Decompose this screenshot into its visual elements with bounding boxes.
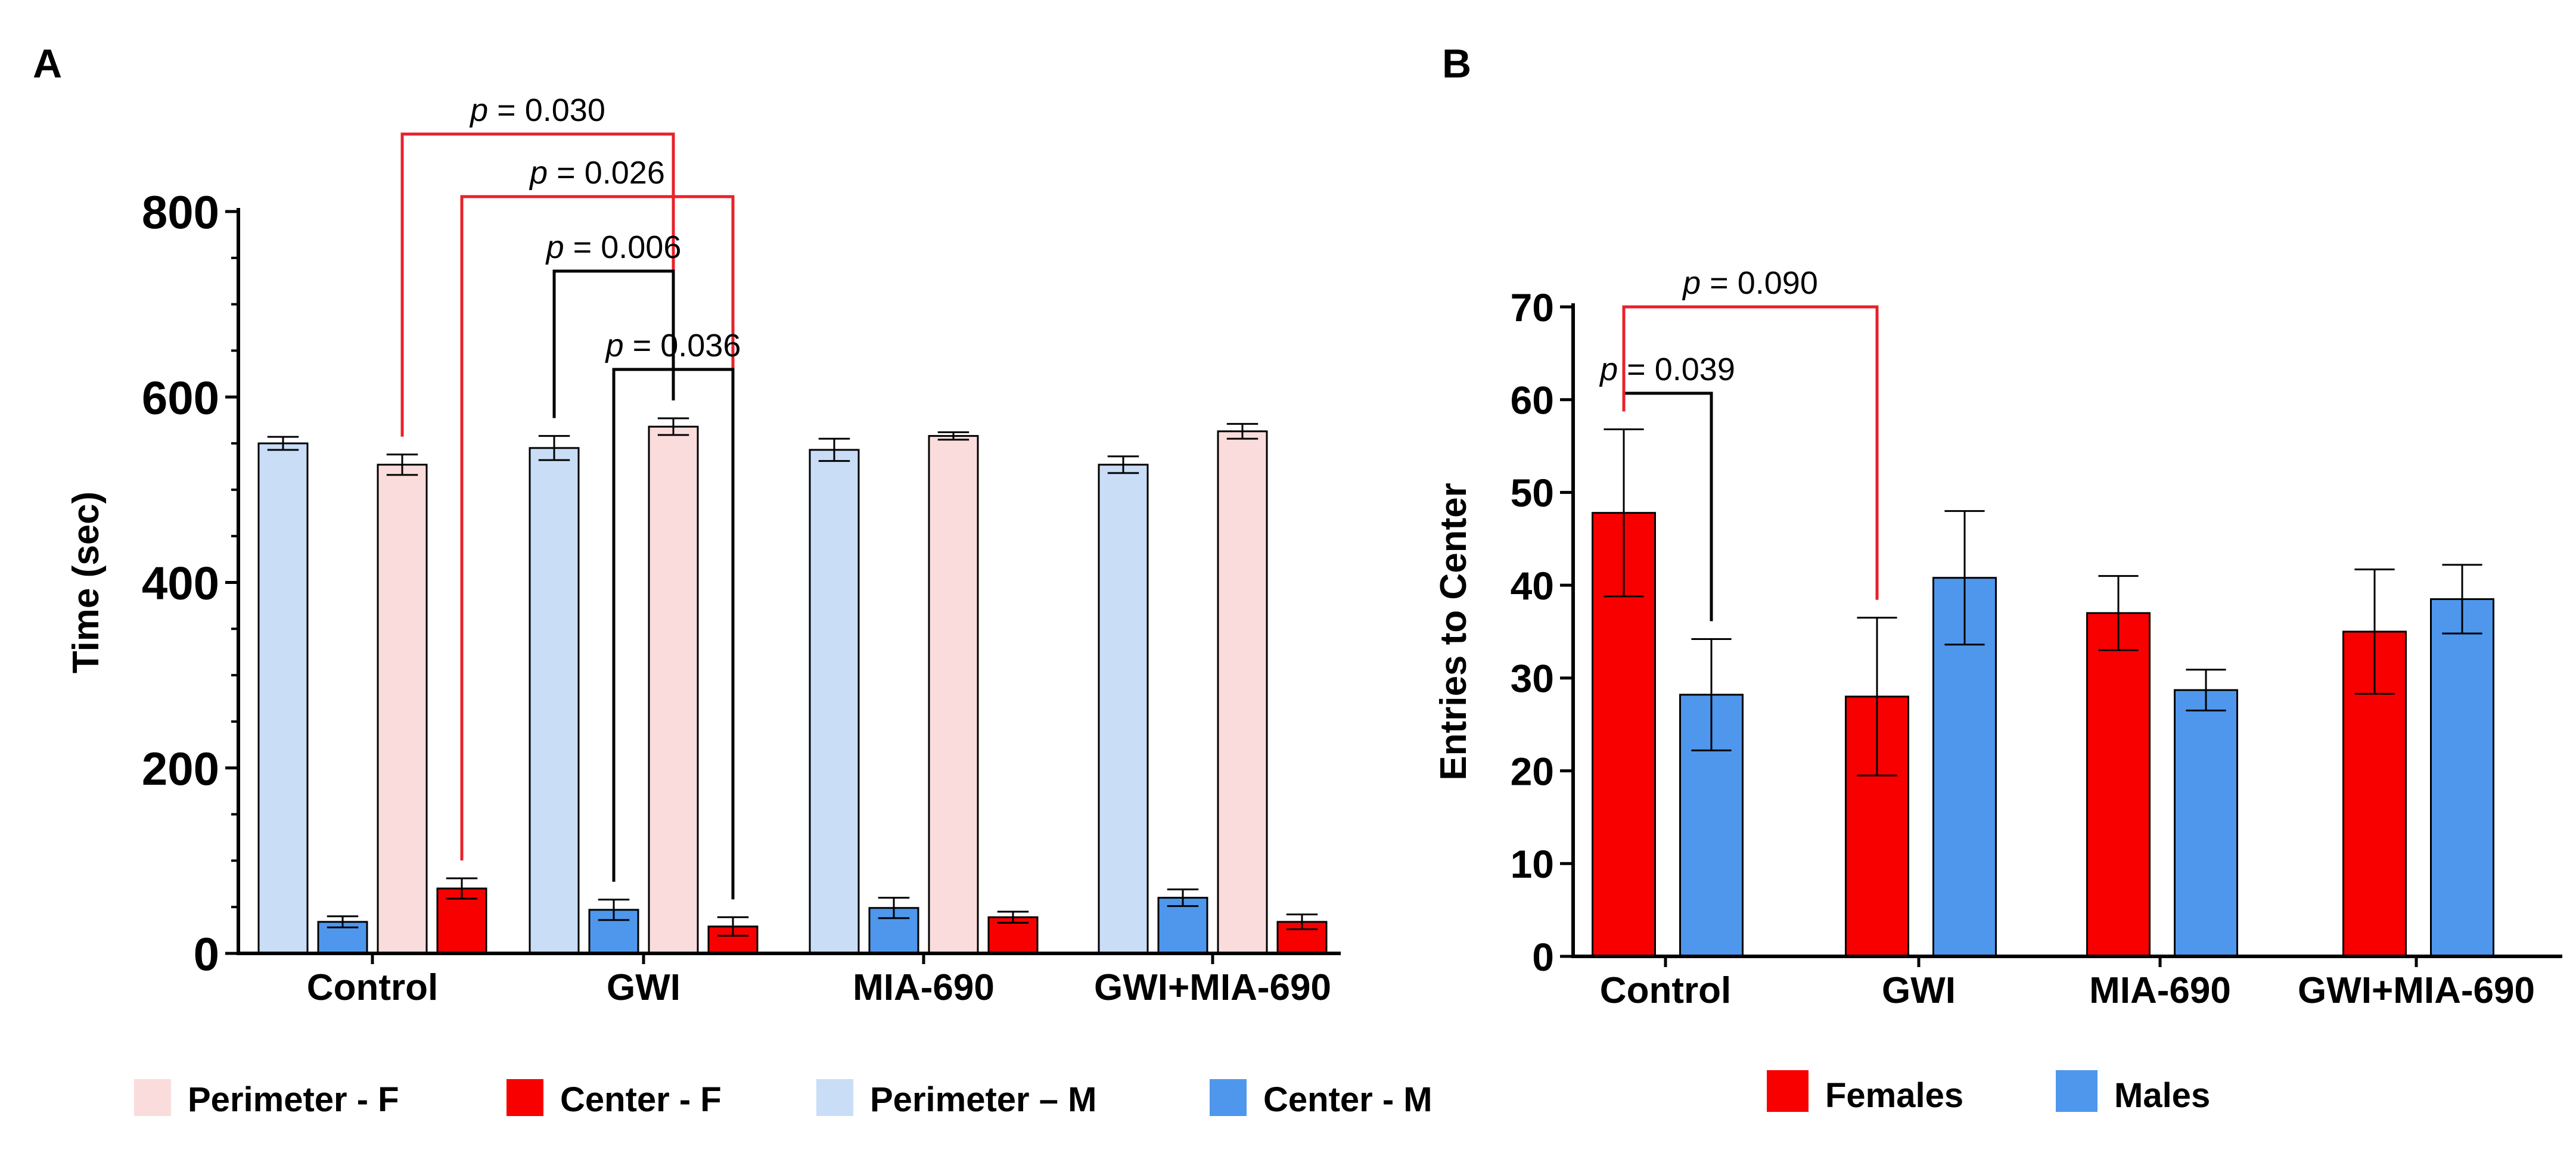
panel-a-y-tick-label: 800 — [142, 186, 219, 238]
panel-b-bar — [2174, 689, 2238, 958]
panel-a-y-tick-label: 0 — [194, 928, 219, 980]
panel-a-significance-bracket — [400, 132, 675, 437]
panel-b-legend-swatch — [1767, 1070, 1809, 1112]
panel-b-y-tick-label: 20 — [1511, 749, 1554, 793]
panel-b-y-tick-label: 30 — [1511, 657, 1554, 701]
panel-a-bar — [928, 435, 979, 955]
panel-a-y-tick-label: 600 — [142, 371, 219, 424]
panel-a-legend-label: Perimeter - F — [188, 1080, 399, 1119]
panel-a-legend-swatch — [816, 1079, 853, 1116]
panel-a-bar — [1217, 430, 1268, 955]
panel-b-significance-bracket — [1622, 305, 1879, 600]
chart-panel-a: Control GWI MIA-690 GWI+MIA-690 0 200 400 600 80… — [66, 92, 1433, 1119]
panel-b-p-value-label: p = 0.039 — [1599, 352, 1735, 387]
panel-a-bar — [377, 464, 428, 955]
panel-a-legend-swatch — [134, 1079, 171, 1116]
panel-a-y-tick-label: 200 — [142, 742, 219, 795]
panel-a-x-tick-label: Control — [307, 967, 438, 1008]
panel-b-p-value-label: p = 0.090 — [1682, 265, 1818, 301]
panel-a-significance-bracket — [552, 269, 675, 418]
panel-b-y-axis-label: Entries to Center — [1433, 483, 1474, 781]
panel-a-p-value-label: p = 0.006 — [545, 229, 682, 265]
panel-b-x-tick-label: GWI — [1882, 970, 1956, 1011]
panel-a-y-axis-label: Time (sec) — [66, 492, 107, 674]
panel-b-y-tick-label: 70 — [1511, 285, 1554, 330]
panel-b-y-tick-label: 10 — [1511, 842, 1554, 886]
panel-a-bar — [809, 449, 860, 955]
panel-a-significance-bracket — [612, 368, 735, 900]
panel-b-x-tick-label: MIA-690 — [2089, 970, 2231, 1011]
panel-b-y-tick-label: 40 — [1511, 564, 1554, 608]
panel-a-legend-label: Center - M — [1263, 1080, 1433, 1119]
panel-a-bar — [529, 447, 580, 955]
panel-a-x-tick-label: MIA-690 — [853, 967, 995, 1008]
panel-b-bar — [2086, 612, 2151, 958]
panel-b-y-tick-label: 0 — [1532, 935, 1554, 979]
panel-a-y-tick-label: 400 — [142, 557, 219, 610]
panel-a-p-value-label: p = 0.030 — [469, 92, 605, 128]
panel-a-legend-label: Center - F — [560, 1080, 722, 1119]
panel-a-p-value-label: p = 0.026 — [529, 155, 665, 191]
panel-b-y-tick-label: 50 — [1511, 471, 1554, 515]
panel-a-p-value-label: p = 0.036 — [605, 328, 741, 363]
panel-a-bar — [648, 425, 699, 955]
chart-panel-b: Control GWI MIA-690 GWI+MIA-690 0 10 20 30 40 50 6… — [1433, 265, 2562, 1115]
panel-b-legend-label: Females — [1825, 1076, 1963, 1115]
panel-a-legend-label: Perimeter – M — [870, 1080, 1096, 1119]
panel-a-x-tick-label: GWI+MIA-690 — [1094, 967, 1331, 1008]
panel-a-x-tick-label: GWI — [607, 967, 680, 1008]
panel-b-y-tick-label: 60 — [1511, 378, 1554, 422]
panel-a-bar — [1098, 464, 1149, 955]
panel-b-x-tick-label: Control — [1600, 970, 1731, 1011]
panel-b-bar — [2430, 598, 2494, 958]
panel-a-bar — [1157, 897, 1208, 955]
panel-a-legend-swatch — [507, 1079, 543, 1116]
panel-b-legend-swatch — [2056, 1070, 2098, 1112]
panel-b-legend-label: Males — [2114, 1076, 2210, 1115]
panel-b-letter: B — [1442, 41, 1471, 86]
panel-a-legend-swatch — [1210, 1079, 1247, 1116]
panel-a-bar — [257, 442, 309, 955]
panel-b-x-tick-label: GWI+MIA-690 — [2298, 970, 2535, 1011]
panel-a-letter: A — [33, 41, 62, 86]
